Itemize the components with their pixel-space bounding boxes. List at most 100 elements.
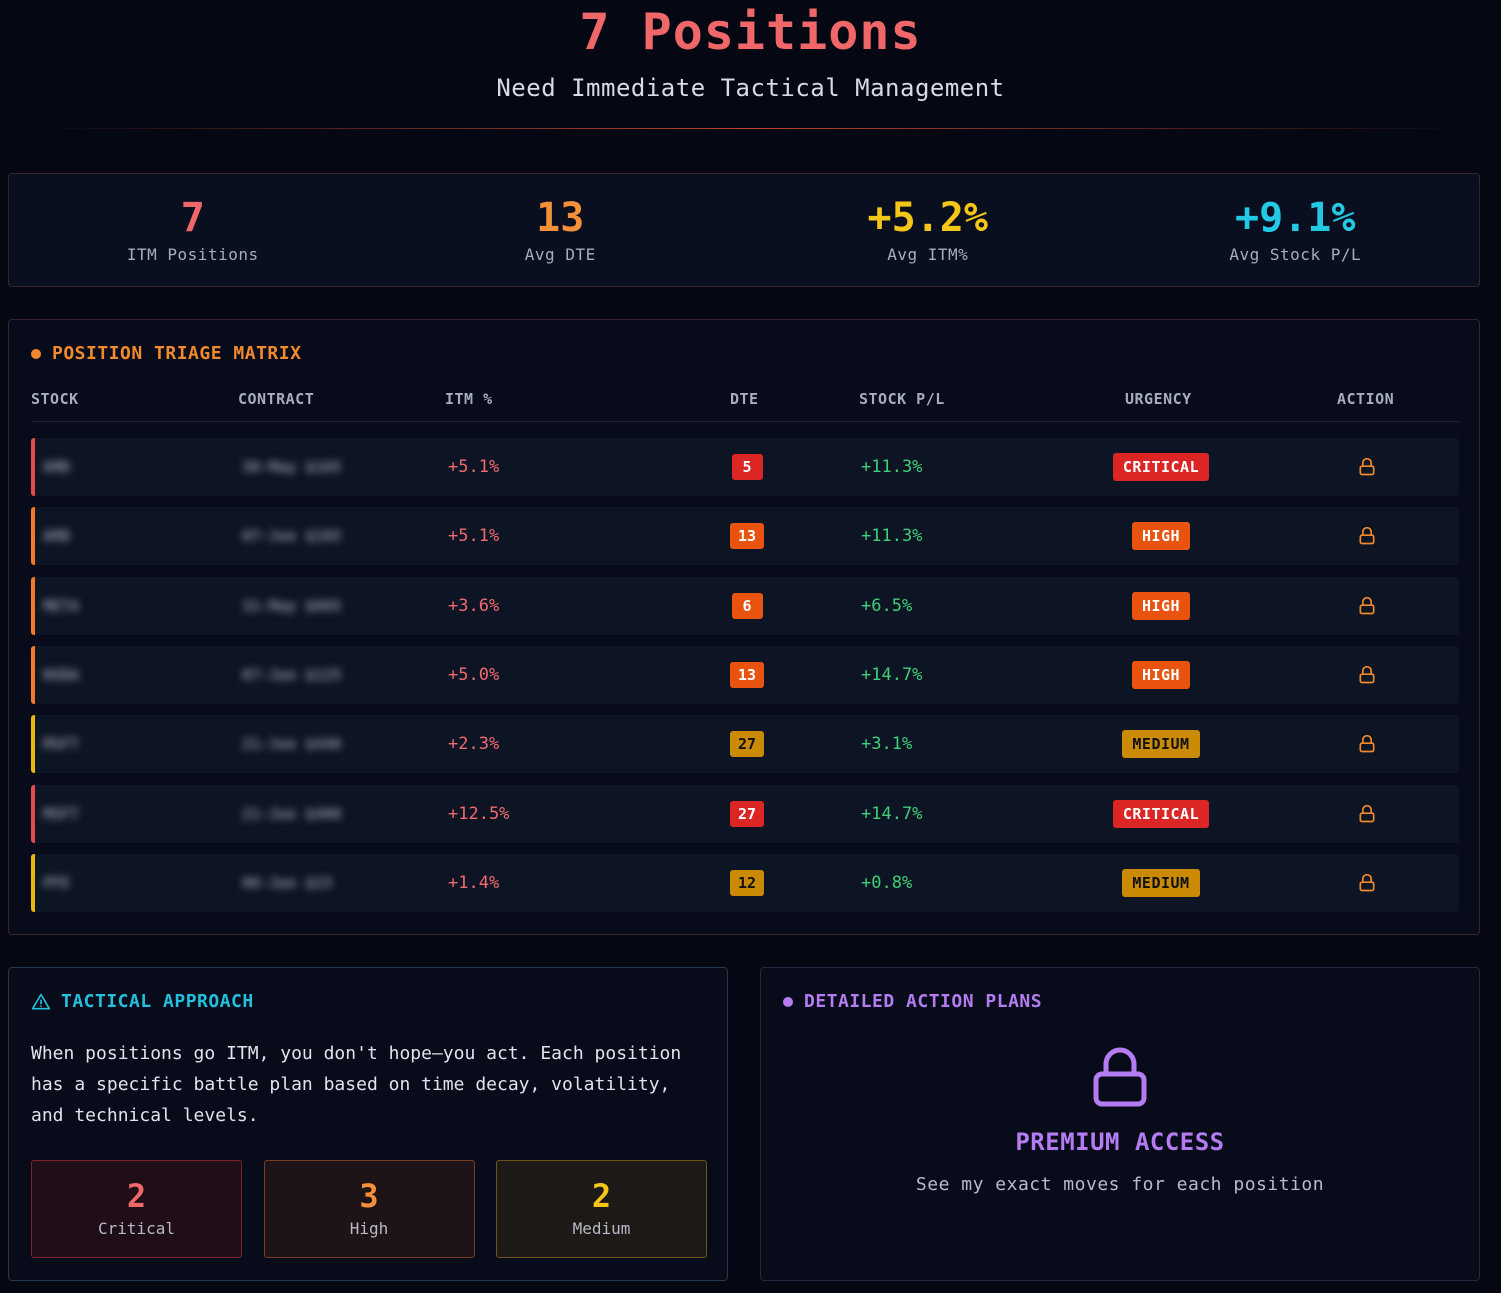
col-header-dte: DTE [730, 390, 759, 408]
action-cell[interactable] [1337, 577, 1397, 635]
stat-avg-stock-pl: +9.1% Avg Stock P/L [1112, 174, 1480, 286]
tactical-body: When positions go ITM, you don't hope—yo… [31, 1043, 682, 1126]
page-subtitle: Need Immediate Tactical Management [496, 74, 1005, 102]
urgency-badge: MEDIUM [1122, 730, 1200, 759]
lock-icon[interactable] [1357, 804, 1377, 824]
lock-icon[interactable] [1357, 873, 1377, 893]
tactical-title: TACTICAL APPROACH [61, 991, 254, 1012]
stock-cell: MSFT [43, 804, 80, 823]
table-row[interactable]: AMD 07-Jun $165 +5.1% 13 +11.3% HIGH [31, 507, 1459, 566]
urgency-bar [31, 784, 35, 843]
urgency-bar [31, 715, 35, 774]
dte-cell: 27 [707, 715, 787, 773]
urgency-badge: CRITICAL [1112, 453, 1210, 481]
tactical-approach-panel: TACTICAL APPROACH When positions go ITM,… [8, 967, 728, 1281]
hero: 7 Positions Need Immediate Tactical Mana… [0, 0, 1501, 102]
count-box-high: 3 High [263, 1160, 475, 1258]
stock-cell: AMD [43, 458, 71, 476]
tactical-header: TACTICAL APPROACH [31, 991, 254, 1012]
table-row[interactable]: AMD 30-May $165 +5.1% 5 +11.3% CRITICAL [31, 438, 1459, 496]
count-value: 3 [359, 1177, 379, 1215]
table-row[interactable]: PFE 06-Jun $23 +1.4% 12 +0.8% MEDIUM [31, 853, 1459, 912]
warning-icon [31, 993, 51, 1009]
count-box-critical: 2 Critical [31, 1160, 242, 1258]
stock-cell: MSFT [43, 735, 80, 754]
contract-cell: 31-May $665 [242, 596, 342, 615]
stat-avg-itm: +5.2% Avg ITM% [744, 174, 1112, 286]
urgency-badge: CRITICAL [1112, 799, 1210, 828]
table-header: STOCK CONTRACT ITM % DTE STOCK P/L URGEN… [31, 390, 1459, 422]
table-row[interactable]: META 31-May $665 +3.6% 6 +6.5% HIGH [31, 576, 1459, 635]
urgency-bar [31, 438, 35, 496]
plans-header: DETAILED ACTION PLANS [783, 991, 1042, 1012]
stock-cell: NVDA [43, 665, 80, 684]
action-cell[interactable] [1337, 785, 1397, 843]
count-value: 2 [591, 1177, 612, 1215]
itm-cell: +1.4% [448, 872, 500, 893]
lock-icon[interactable] [1357, 457, 1377, 477]
action-cell[interactable] [1337, 438, 1397, 496]
action-plans-panel: DETAILED ACTION PLANS PREMIUM ACCESS See… [760, 967, 1480, 1281]
stat-label: Avg Stock P/L [1229, 245, 1362, 264]
stat-value: +9.1% [1235, 195, 1356, 241]
table-row[interactable]: MSFT 21-Jun $440 +2.3% 27 +3.1% MEDIUM [31, 715, 1459, 774]
col-header-itm: ITM % [445, 390, 493, 408]
action-cell[interactable] [1337, 715, 1397, 773]
stat-value: 13 [536, 195, 585, 241]
col-header-stock-pl: STOCK P/L [859, 390, 945, 408]
contract-cell: 07-Jun $125 [242, 665, 342, 684]
bullet-dot-icon [31, 348, 41, 359]
urgency-badge: HIGH [1131, 522, 1191, 551]
urgency-cell: MEDIUM [1081, 854, 1241, 912]
itm-cell: +5.1% [448, 457, 500, 477]
premium-access-title[interactable]: PREMIUM ACCESS [1015, 1128, 1225, 1156]
action-cell[interactable] [1337, 854, 1397, 912]
itm-cell: +2.3% [448, 734, 500, 755]
stats-bar: 7 ITM Positions 13 Avg DTE +5.2% Avg ITM… [8, 173, 1480, 287]
count-label: High [349, 1219, 389, 1238]
stock-cell: AMD [43, 527, 71, 546]
stock-pl-cell: +0.8% [861, 872, 913, 893]
plans-title: DETAILED ACTION PLANS [804, 991, 1043, 1012]
dte-cell: 6 [707, 577, 787, 635]
lock-icon[interactable] [1357, 596, 1377, 616]
matrix-title: POSITION TRIAGE MATRIX [52, 343, 302, 364]
action-cell[interactable] [1337, 507, 1397, 565]
count-label: Critical [97, 1219, 176, 1238]
count-value: 2 [126, 1177, 147, 1215]
stat-itm-positions: 7 ITM Positions [9, 174, 377, 286]
col-header-urgency: URGENCY [1125, 390, 1192, 408]
table-row[interactable]: NVDA 07-Jun $125 +5.0% 13 +14.7% HIGH [31, 645, 1459, 704]
col-header-action: ACTION [1337, 390, 1395, 408]
stat-label: Avg DTE [524, 245, 596, 264]
lock-icon[interactable] [1092, 1046, 1148, 1108]
matrix-header: POSITION TRIAGE MATRIX [31, 343, 301, 364]
dte-badge: 6 [731, 592, 763, 619]
hero-divider [30, 128, 1471, 129]
urgency-bar [31, 645, 35, 704]
itm-cell: +5.1% [448, 526, 500, 547]
stat-label: Avg ITM% [887, 245, 969, 264]
urgency-badge: HIGH [1131, 591, 1191, 620]
lock-icon[interactable] [1357, 734, 1377, 754]
dte-cell: 5 [707, 438, 787, 496]
premium-access-subtitle: See my exact moves for each position [915, 1174, 1325, 1195]
contract-cell: 30-May $165 [242, 458, 342, 476]
lock-icon[interactable] [1357, 665, 1377, 685]
col-header-contract: CONTRACT [238, 390, 315, 408]
dte-badge: 27 [729, 800, 765, 827]
stock-pl-cell: +14.7% [861, 664, 923, 685]
bullet-dot-icon [783, 996, 793, 1007]
stat-label: ITM Positions [126, 245, 259, 264]
count-box-medium: 2 Medium [496, 1160, 707, 1258]
table-row[interactable]: MSFT 21-Jun $400 +12.5% 27 +14.7% CRITIC… [31, 784, 1459, 843]
dte-badge: 13 [729, 523, 765, 550]
contract-cell: 06-Jun $23 [242, 873, 333, 892]
urgency-cell: HIGH [1081, 646, 1241, 704]
lock-icon[interactable] [1357, 526, 1377, 546]
contract-cell: 07-Jun $165 [242, 527, 342, 546]
stock-pl-cell: +3.1% [861, 734, 913, 755]
action-cell[interactable] [1337, 646, 1397, 704]
dte-badge: 27 [729, 731, 765, 758]
dte-cell: 13 [707, 507, 787, 565]
